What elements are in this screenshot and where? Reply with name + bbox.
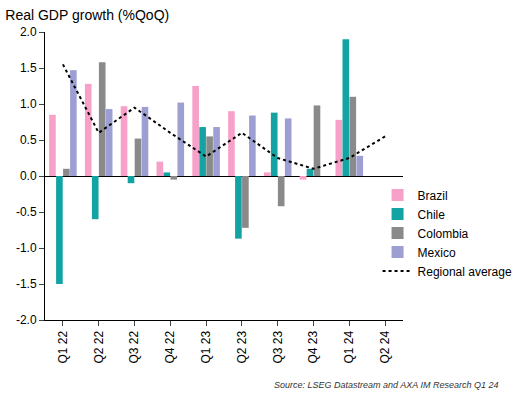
svg-text:Regional average: Regional average <box>418 265 512 279</box>
svg-text:-0.5: -0.5 <box>16 205 37 219</box>
svg-text:-1.5: -1.5 <box>16 277 37 291</box>
svg-text:Q3 23: Q3 23 <box>271 330 285 363</box>
svg-text:Colombia: Colombia <box>418 227 469 241</box>
svg-text:Q2 24: Q2 24 <box>378 330 392 363</box>
svg-text:Q4 22: Q4 22 <box>163 330 177 363</box>
svg-text:Real GDP growth (%QoQ): Real GDP growth (%QoQ) <box>5 7 169 23</box>
svg-text:1.5: 1.5 <box>20 61 37 75</box>
svg-text:Q2 22: Q2 22 <box>92 330 106 363</box>
svg-text:Q1 22: Q1 22 <box>56 330 70 363</box>
svg-text:-2.0: -2.0 <box>16 313 37 327</box>
svg-text:Q2 23: Q2 23 <box>235 330 249 363</box>
svg-text:Chile: Chile <box>418 208 446 222</box>
svg-text:2.0: 2.0 <box>20 25 37 39</box>
svg-text:0.0: 0.0 <box>20 169 37 183</box>
svg-text:Source: LSEG Datastream and AX: Source: LSEG Datastream and AXA IM Resea… <box>274 380 498 390</box>
svg-text:Q4 23: Q4 23 <box>306 330 320 363</box>
svg-text:Mexico: Mexico <box>418 246 456 260</box>
svg-text:Brazil: Brazil <box>418 189 448 203</box>
svg-text:-1.0: -1.0 <box>16 241 37 255</box>
svg-text:Q3 22: Q3 22 <box>127 330 141 363</box>
svg-text:Q1 23: Q1 23 <box>199 330 213 363</box>
svg-text:Q1 24: Q1 24 <box>342 330 356 363</box>
svg-text:1.0: 1.0 <box>20 97 37 111</box>
svg-text:0.5: 0.5 <box>20 133 37 147</box>
